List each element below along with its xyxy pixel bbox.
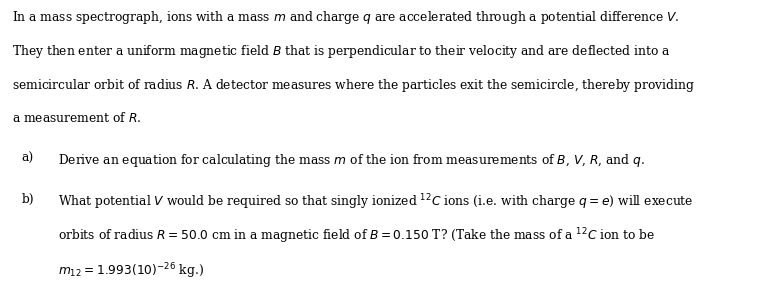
Text: orbits of radius $R = 50.0$ cm in a magnetic field of $B = 0.150$ T? (Take the m: orbits of radius $R = 50.0$ cm in a magn…	[58, 227, 655, 246]
Text: semicircular orbit of radius $R$. A detector measures where the particles exit t: semicircular orbit of radius $R$. A dete…	[12, 77, 695, 94]
Text: Derive an equation for calculating the mass $m$ of the ion from measurements of : Derive an equation for calculating the m…	[58, 152, 645, 169]
Text: They then enter a uniform magnetic field $B$ that is perpendicular to their velo: They then enter a uniform magnetic field…	[12, 43, 670, 60]
Text: a measurement of $R$.: a measurement of $R$.	[12, 111, 141, 125]
Text: What potential $V$ would be required so that singly ionized $^{12}C$ ions (i.e. : What potential $V$ would be required so …	[58, 193, 693, 212]
Text: In a mass spectrograph, ions with a mass $m$ and charge $q$ are accelerated thro: In a mass spectrograph, ions with a mass…	[12, 9, 679, 26]
Text: b): b)	[22, 193, 34, 206]
Text: $m_{12} = 1.993(10)^{-26}$ kg.): $m_{12} = 1.993(10)^{-26}$ kg.)	[58, 261, 204, 281]
Text: a): a)	[22, 152, 34, 165]
